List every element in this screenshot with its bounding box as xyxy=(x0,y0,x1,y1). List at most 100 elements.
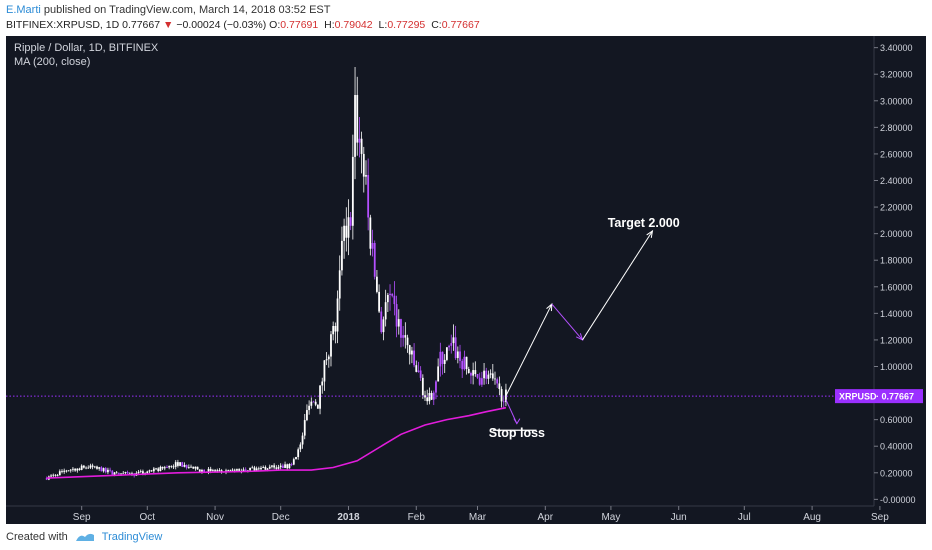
candle-body xyxy=(277,467,280,469)
candle-body xyxy=(397,319,400,327)
candle-body xyxy=(201,470,203,472)
candle-body xyxy=(367,175,370,218)
candle-body xyxy=(218,470,221,472)
candle-body xyxy=(126,472,129,474)
candle-body xyxy=(211,470,214,472)
x-tick-label: Feb xyxy=(408,512,426,523)
candle-body xyxy=(463,356,466,370)
candle-body xyxy=(172,466,175,468)
author-link[interactable]: E.Marti xyxy=(6,4,41,16)
candle-body xyxy=(260,467,262,470)
footer: Created with TradingView xyxy=(6,531,162,543)
chart-area[interactable]: Ripple / Dollar, 1D, BITFINEX MA (200, c… xyxy=(6,36,926,524)
candle-body xyxy=(476,374,479,378)
candle-body xyxy=(161,466,164,469)
candle-body xyxy=(369,217,372,249)
candle-body xyxy=(122,472,125,474)
candle-body xyxy=(268,466,271,469)
y-tick-label: -0.00000 xyxy=(880,495,916,505)
x-tick-label: Oct xyxy=(140,512,156,523)
y-tick-label: 0.60000 xyxy=(880,415,913,425)
y-tick-label: 1.20000 xyxy=(880,335,913,345)
candle-body xyxy=(347,217,350,238)
x-tick-label: Dec xyxy=(272,512,290,523)
candle-body xyxy=(67,470,70,472)
indicator-label: MA (200, close) xyxy=(14,56,90,68)
candle-body xyxy=(87,467,90,469)
x-tick-label: May xyxy=(601,512,620,523)
candle-body xyxy=(288,464,291,469)
candle-body xyxy=(174,462,177,467)
candle-body xyxy=(316,404,319,409)
candle-body xyxy=(413,350,415,366)
candle-body xyxy=(76,468,79,471)
candle-body xyxy=(496,379,499,384)
candle-body xyxy=(266,468,269,470)
symbol-label: BITFINEX:XRPUSD, 1D xyxy=(6,19,120,31)
candle-body xyxy=(63,470,66,472)
candle-body xyxy=(299,444,302,450)
candle-body xyxy=(450,343,453,346)
candle-body xyxy=(148,470,151,472)
candle-body xyxy=(459,351,461,361)
candle-body xyxy=(286,464,289,469)
price-axis[interactable] xyxy=(874,36,926,506)
candle-body xyxy=(113,472,116,475)
candle-body xyxy=(56,475,59,477)
candle-body xyxy=(242,469,245,472)
target-annotation: Target 2.000 xyxy=(608,216,680,230)
candle-body xyxy=(253,467,256,471)
candle-body xyxy=(142,471,144,474)
price-chart[interactable]: Ripple / Dollar, 1D, BITFINEX MA (200, c… xyxy=(6,36,926,524)
candle-body xyxy=(194,466,197,469)
candle-body xyxy=(467,369,470,373)
candle-body xyxy=(69,469,72,471)
candle-body xyxy=(238,469,241,471)
candle-body xyxy=(378,291,380,312)
publish-header: E.Marti published on TradingView.com, Ma… xyxy=(6,4,331,16)
candle-body xyxy=(104,468,107,473)
candle-body xyxy=(362,153,365,177)
candle-body xyxy=(91,465,94,467)
candle-body xyxy=(478,377,481,385)
candle-body xyxy=(489,373,492,375)
last-price: 0.77667 xyxy=(122,19,161,31)
candle-body xyxy=(321,381,324,386)
open-label: O: xyxy=(269,19,281,31)
candle-body xyxy=(275,467,278,469)
open-value: 0.77691 xyxy=(280,19,319,31)
candle-body xyxy=(65,470,68,472)
candle-body xyxy=(411,350,413,355)
candle-body xyxy=(498,383,501,390)
candle-body xyxy=(343,225,346,241)
symbol-header: BITFINEX:XRPUSD, 1D 0.77667 ▼ −0.00024 (… xyxy=(6,19,483,31)
y-tick-label: 3.20000 xyxy=(880,70,913,80)
candle-body xyxy=(109,469,112,471)
candle-body xyxy=(465,356,468,370)
low-value: 0.77295 xyxy=(387,19,426,31)
candle-body xyxy=(303,420,306,436)
candle-body xyxy=(45,478,48,480)
candle-body xyxy=(448,345,450,348)
candle-body xyxy=(179,462,181,466)
candle-body xyxy=(93,466,96,468)
candle-body xyxy=(424,395,426,398)
candle-body xyxy=(360,138,363,154)
tradingview-brand-link[interactable]: TradingView xyxy=(101,531,163,543)
y-tick-label: 0.40000 xyxy=(880,442,913,452)
candle-body xyxy=(279,465,282,468)
candle-body xyxy=(187,467,190,468)
candle-body xyxy=(52,474,55,476)
candle-body xyxy=(198,469,201,472)
candle-body xyxy=(61,471,63,473)
candle-body xyxy=(382,319,385,333)
candle-body xyxy=(371,243,374,249)
y-tick-label: 1.60000 xyxy=(880,282,913,292)
candle-body xyxy=(264,466,267,470)
projection-arrowhead xyxy=(546,302,553,312)
candle-body xyxy=(312,401,315,403)
y-tick-label: 3.40000 xyxy=(880,43,913,53)
candle-body xyxy=(152,468,155,472)
candle-body xyxy=(406,337,409,346)
candle-body xyxy=(404,335,407,338)
